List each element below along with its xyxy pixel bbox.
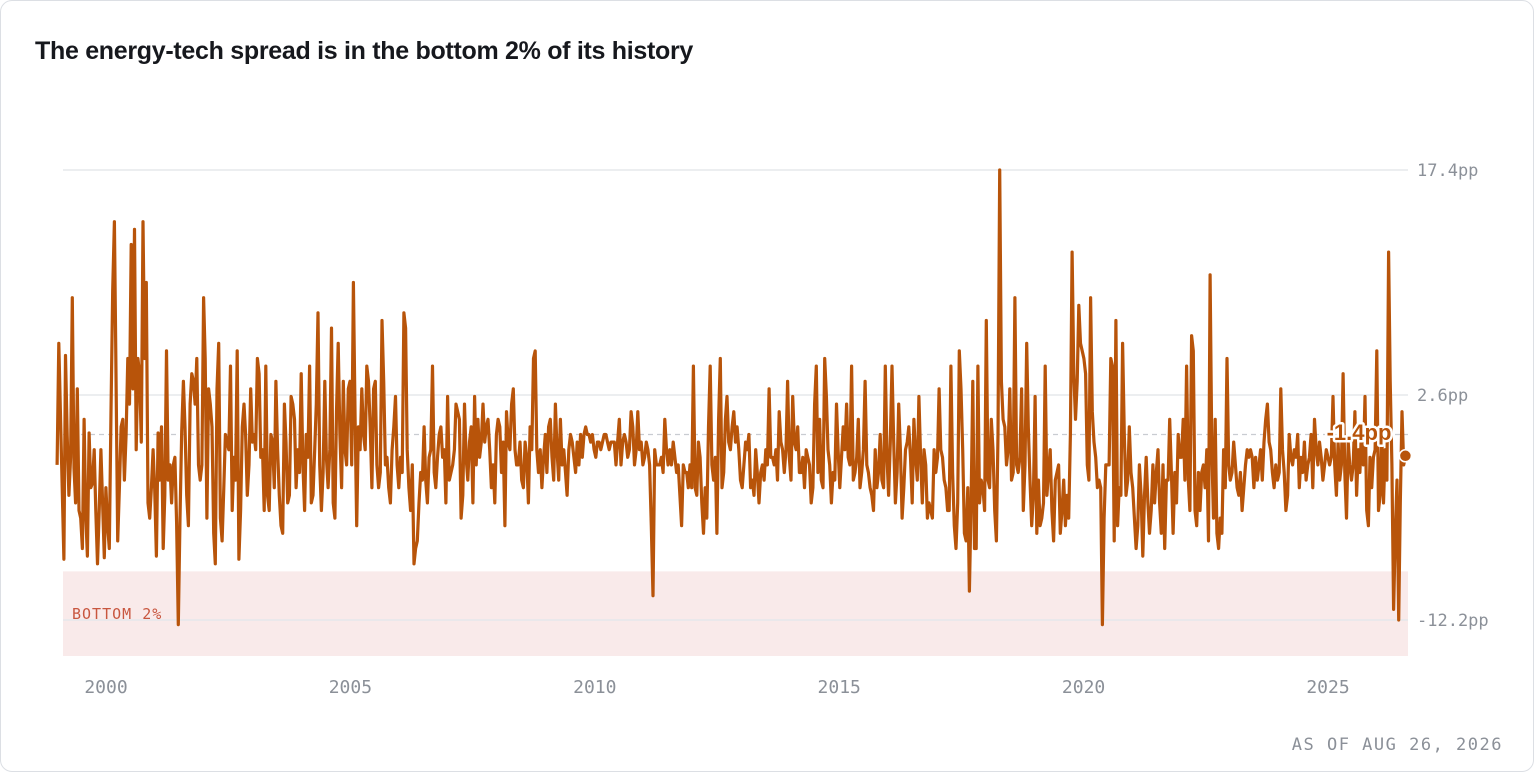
x-tick-label: 2015 bbox=[818, 677, 861, 698]
last-point-marker[interactable] bbox=[1398, 449, 1413, 463]
y-tick-label: 2.6pp bbox=[1417, 386, 1468, 406]
x-tick-label: 2020 bbox=[1062, 677, 1105, 698]
gridlines bbox=[63, 169, 1408, 621]
x-tick-label: 2025 bbox=[1306, 677, 1349, 698]
bottom-zone-band bbox=[63, 571, 1408, 656]
as-of-date: AS OF AUG 26, 2026 bbox=[1291, 735, 1503, 755]
chart-title: The energy-tech spread is in the bottom … bbox=[35, 37, 694, 65]
y-tick-label: 17.4pp bbox=[1417, 161, 1478, 181]
last-point-label: -1.4pp bbox=[1327, 420, 1392, 445]
bottom-zone-label: BOTTOM 2% bbox=[72, 605, 162, 623]
series-line[interactable] bbox=[55, 168, 1407, 627]
x-axis-ticks: 2000 2005 2010 2015 2020 2025 bbox=[84, 677, 1349, 698]
y-axis-ticks: 17.4pp 2.6pp -12.2pp bbox=[1417, 161, 1489, 631]
x-tick-label: 2005 bbox=[329, 677, 372, 698]
y-tick-label: -12.2pp bbox=[1417, 611, 1489, 631]
x-tick-label: 2000 bbox=[84, 677, 127, 698]
x-tick-label: 2010 bbox=[573, 677, 616, 698]
